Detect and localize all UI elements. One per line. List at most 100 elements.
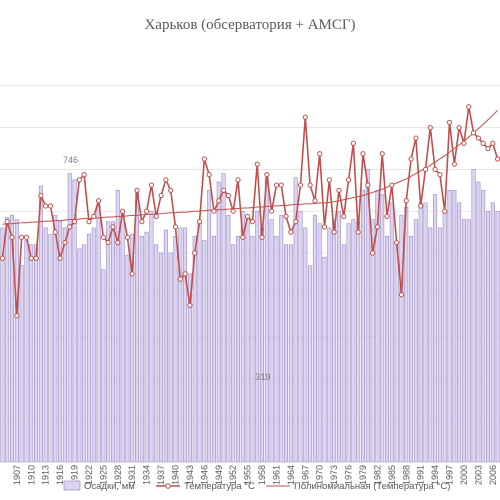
- x-tick-label: 1982: [372, 465, 382, 485]
- precipitation-bar: [490, 202, 495, 463]
- precipitation-bar: [385, 236, 390, 463]
- x-tick-label: 1985: [387, 465, 397, 485]
- temperature-point: [71, 219, 78, 225]
- x-tick-label: 1958: [257, 465, 267, 485]
- precipitation-bar: [159, 252, 164, 463]
- precipitation-bar: [370, 219, 375, 463]
- precipitation-bar: [197, 223, 202, 463]
- temperature-point: [100, 234, 106, 240]
- precipitation-bar: [308, 265, 313, 463]
- temperature-point: [240, 234, 246, 240]
- temperature-point: [437, 172, 443, 178]
- x-tick-label: 1979: [358, 465, 368, 485]
- precipitation-bar: [250, 236, 255, 463]
- precipitation-bar: [413, 219, 418, 463]
- temperature-point: [168, 187, 174, 193]
- temperature-point: [249, 219, 255, 225]
- temperature-point: [216, 198, 222, 204]
- precipitation-bar: [264, 177, 269, 463]
- precipitation-bar: [351, 219, 356, 463]
- temperature-point: [466, 104, 472, 110]
- precipitation-bar: [0, 227, 5, 463]
- temperature-point: [307, 182, 313, 188]
- precipitation-bar: [404, 206, 409, 463]
- x-tick-label: 1973: [329, 465, 339, 485]
- precipitation-bar: [139, 236, 144, 463]
- temperature-point: [52, 229, 58, 235]
- x-tick-label: 1937: [156, 465, 166, 485]
- x-tick-label: 1991: [416, 465, 426, 485]
- temperature-point: [490, 140, 496, 146]
- legend-swatch-precipitation: [63, 480, 81, 491]
- temperature-point: [196, 219, 203, 225]
- precipitation-bar: [442, 210, 447, 463]
- temperature-point: [288, 229, 294, 235]
- temperature-point: [33, 255, 39, 261]
- temperature-point: [355, 229, 361, 235]
- precipitation-bar: [163, 229, 168, 463]
- x-tick-label: 1913: [41, 465, 51, 485]
- precipitation-bar: [481, 190, 486, 463]
- temperature-point: [297, 182, 304, 188]
- x-tick-label: 1997: [445, 465, 455, 485]
- temperature-point: [403, 198, 409, 204]
- x-tick-label: 1970: [315, 465, 325, 485]
- precipitation-bar: [125, 254, 130, 463]
- temperature-point: [235, 177, 241, 183]
- precipitation-bar: [34, 244, 39, 463]
- temperature-point: [413, 135, 419, 141]
- temperature-point: [302, 114, 308, 120]
- temperature-point: [379, 151, 385, 157]
- temperature-point: [43, 203, 49, 209]
- x-tick-label: 2006: [488, 465, 498, 485]
- temperature-point: [475, 135, 481, 141]
- temperature-point: [86, 219, 92, 225]
- x-tick-label: 1931: [127, 465, 137, 485]
- temperature-point: [148, 182, 155, 188]
- temperature-point: [120, 208, 126, 214]
- temperature-point: [345, 177, 352, 183]
- temperature-point: [451, 161, 457, 167]
- temperature-point: [4, 219, 10, 225]
- temperature-point: [67, 224, 73, 230]
- precipitation-bar: [437, 227, 442, 463]
- x-tick-label: 1910: [26, 465, 36, 485]
- temperature-point: [220, 187, 227, 193]
- temperature-point: [273, 182, 280, 188]
- temperature-point: [456, 125, 462, 131]
- legend-marker-temperature: [165, 483, 171, 489]
- temperature-point: [446, 119, 453, 125]
- precipitation-bar: [211, 236, 216, 463]
- x-tick-label: 1967: [300, 465, 310, 485]
- polynomial-trendline: [2, 110, 498, 225]
- precipitation-bar: [144, 231, 149, 463]
- temperature-point: [312, 198, 318, 204]
- x-tick-label: 1961: [271, 465, 281, 485]
- precipitation-bar: [82, 244, 87, 463]
- precipitation-bar: [96, 204, 101, 463]
- temperature-point: [230, 208, 236, 214]
- temperature-point: [19, 234, 25, 240]
- precipitation-bar: [317, 223, 322, 463]
- data-label: 319: [255, 372, 270, 382]
- x-tick-label: 1955: [243, 465, 253, 485]
- temperature-point: [370, 250, 376, 256]
- data-labels: 746 319: [63, 155, 270, 382]
- temperature-point: [442, 208, 448, 214]
- temperature-point: [350, 140, 356, 146]
- precipitation-bar: [399, 215, 404, 463]
- precipitation-bar: [255, 210, 260, 463]
- precipitation-bar: [380, 194, 385, 463]
- temperature-point: [461, 140, 467, 146]
- temperature-point: [374, 224, 380, 230]
- x-axis: 1907 1910 1913 1916 1919 1922 1925 1928 1931 1934…: [0, 461, 500, 485]
- legend-label-trendline: Полиномиальная (Температура °C): [294, 481, 450, 492]
- temperature-point: [269, 208, 275, 214]
- x-tick-label: 1940: [171, 465, 181, 485]
- precipitation-bar: [423, 202, 428, 463]
- x-tick-label: 1928: [113, 465, 123, 485]
- precipitation-bar: [29, 244, 34, 463]
- temperature-point: [418, 203, 424, 209]
- temperature-point: [336, 187, 342, 193]
- precipitation-bar: [394, 244, 399, 463]
